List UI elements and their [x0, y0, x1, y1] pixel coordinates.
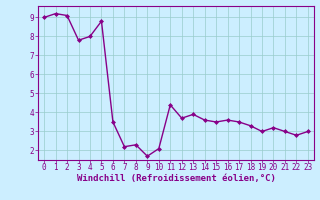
X-axis label: Windchill (Refroidissement éolien,°C): Windchill (Refroidissement éolien,°C) [76, 174, 276, 183]
